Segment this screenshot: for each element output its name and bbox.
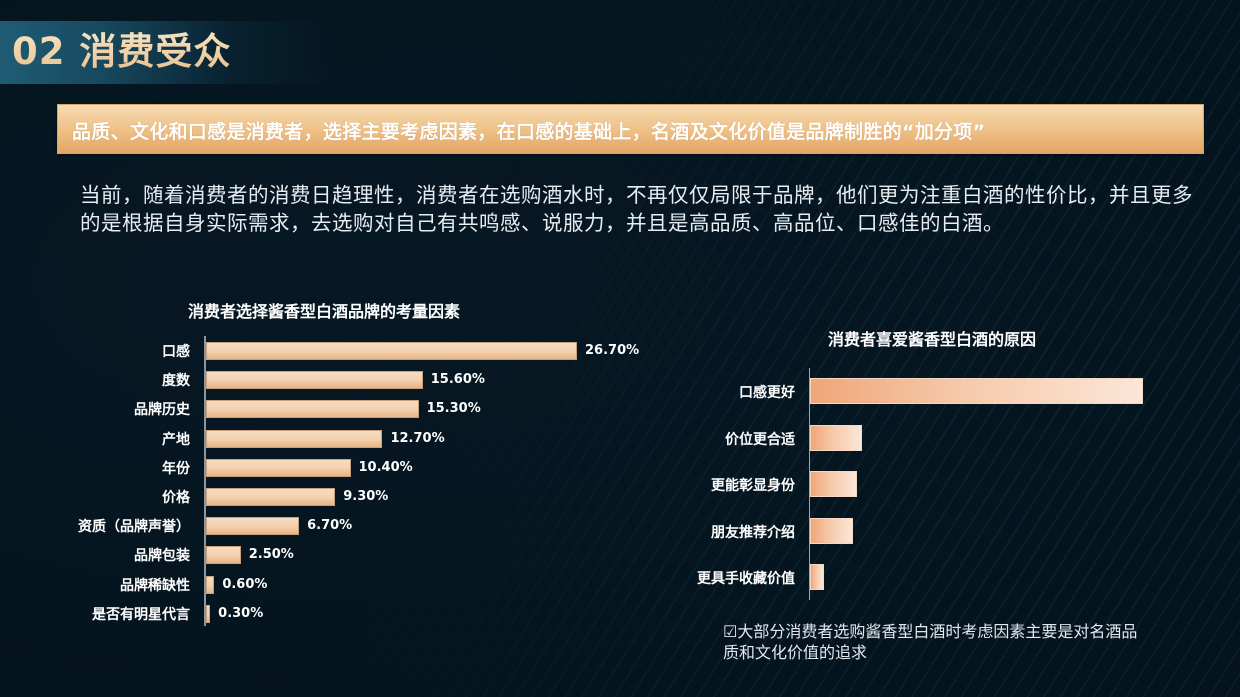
checkbox-icon: ☑	[723, 622, 738, 641]
summary-note: ☑大部分消费者选购酱香型白酒时考虑因素主要是对名酒品质和文化价值的追求	[723, 621, 1153, 663]
key-message-banner: 品质、文化和口感是消费者，选择主要考虑因素，在口感的基础上，名酒及文化价值是品牌…	[57, 104, 1204, 154]
left-chart-bar	[206, 400, 419, 419]
right-chart-category-label: 更具手收藏价值	[697, 571, 795, 587]
left-chart-axis	[204, 336, 206, 626]
left-chart-category-label: 品牌稀缺性	[120, 577, 190, 594]
right-chart-category-label: 朋友推荐介绍	[711, 524, 795, 541]
left-chart-value-label: 0.30%	[218, 605, 264, 621]
left-chart-bar	[206, 546, 241, 565]
right-chart-bar	[810, 471, 858, 497]
right-chart-bar	[810, 517, 853, 544]
left-chart-value-label: 26.70%	[585, 343, 640, 358]
left-chart-value-label: 10.40%	[358, 459, 413, 475]
left-chart-category-label: 价格	[162, 490, 190, 506]
left-chart-bar	[206, 342, 577, 360]
summary-note-text: 大部分消费者选购酱香型白酒时考虑因素主要是对名酒品质和文化价值的追求	[723, 622, 1138, 662]
left-chart-category-label: 产地	[162, 431, 190, 448]
left-chart-bar	[206, 429, 383, 448]
left-chart-value-label: 15.30%	[426, 401, 481, 417]
left-chart-value-label: 0.60%	[222, 576, 268, 592]
left-chart-title: 消费者选择酱香型白酒品牌的考量因素	[188, 302, 461, 321]
intro-paragraph: 当前，随着消费者的消费日趋理性，消费者在选购酒水时，不再仅仅局限于品牌，他们更为…	[80, 183, 1193, 235]
title-band	[0, 21, 330, 84]
left-chart-bar	[206, 517, 300, 536]
left-chart-bar	[206, 488, 336, 506]
left-chart-value-label: 9.30%	[343, 489, 389, 504]
left-chart-bar	[206, 604, 211, 623]
right-chart-axis	[809, 368, 810, 600]
left-chart-bar	[206, 371, 423, 390]
right-chart-title: 消费者喜爱酱香型白酒的原因	[828, 330, 1037, 349]
left-chart-value-label: 2.50%	[248, 547, 294, 563]
page-title: 02 消费受众	[12, 28, 231, 76]
left-chart-category-label: 品牌包装	[134, 548, 190, 565]
left-chart-value-label: 12.70%	[390, 430, 445, 446]
left-chart-category-label: 口感	[162, 344, 190, 360]
right-chart-bar	[810, 424, 862, 451]
left-chart-value-label: 6.70%	[307, 518, 353, 534]
right-chart-category-label: 价位更合适	[725, 431, 795, 448]
left-chart-category-label: 是否有明星代言	[92, 606, 190, 623]
left-chart-bar	[206, 575, 215, 594]
left-chart-category-label: 年份	[162, 460, 190, 477]
banner-text: 品质、文化和口感是消费者，选择主要考虑因素，在口感的基础上，名酒及文化价值是品牌…	[72, 121, 986, 143]
right-chart-bar	[810, 378, 1143, 404]
left-chart-category-label: 品牌历史	[134, 402, 190, 419]
left-chart-bar	[206, 458, 351, 477]
left-chart-category-label: 度数	[162, 373, 190, 390]
left-chart-category-label: 资质（品牌声誉）	[78, 519, 190, 536]
right-chart-category-label: 口感更好	[739, 385, 795, 401]
left-chart-value-label: 15.60%	[430, 372, 485, 388]
right-chart-bar	[810, 564, 824, 590]
right-chart-category-label: 更能彰显身份	[711, 478, 795, 494]
